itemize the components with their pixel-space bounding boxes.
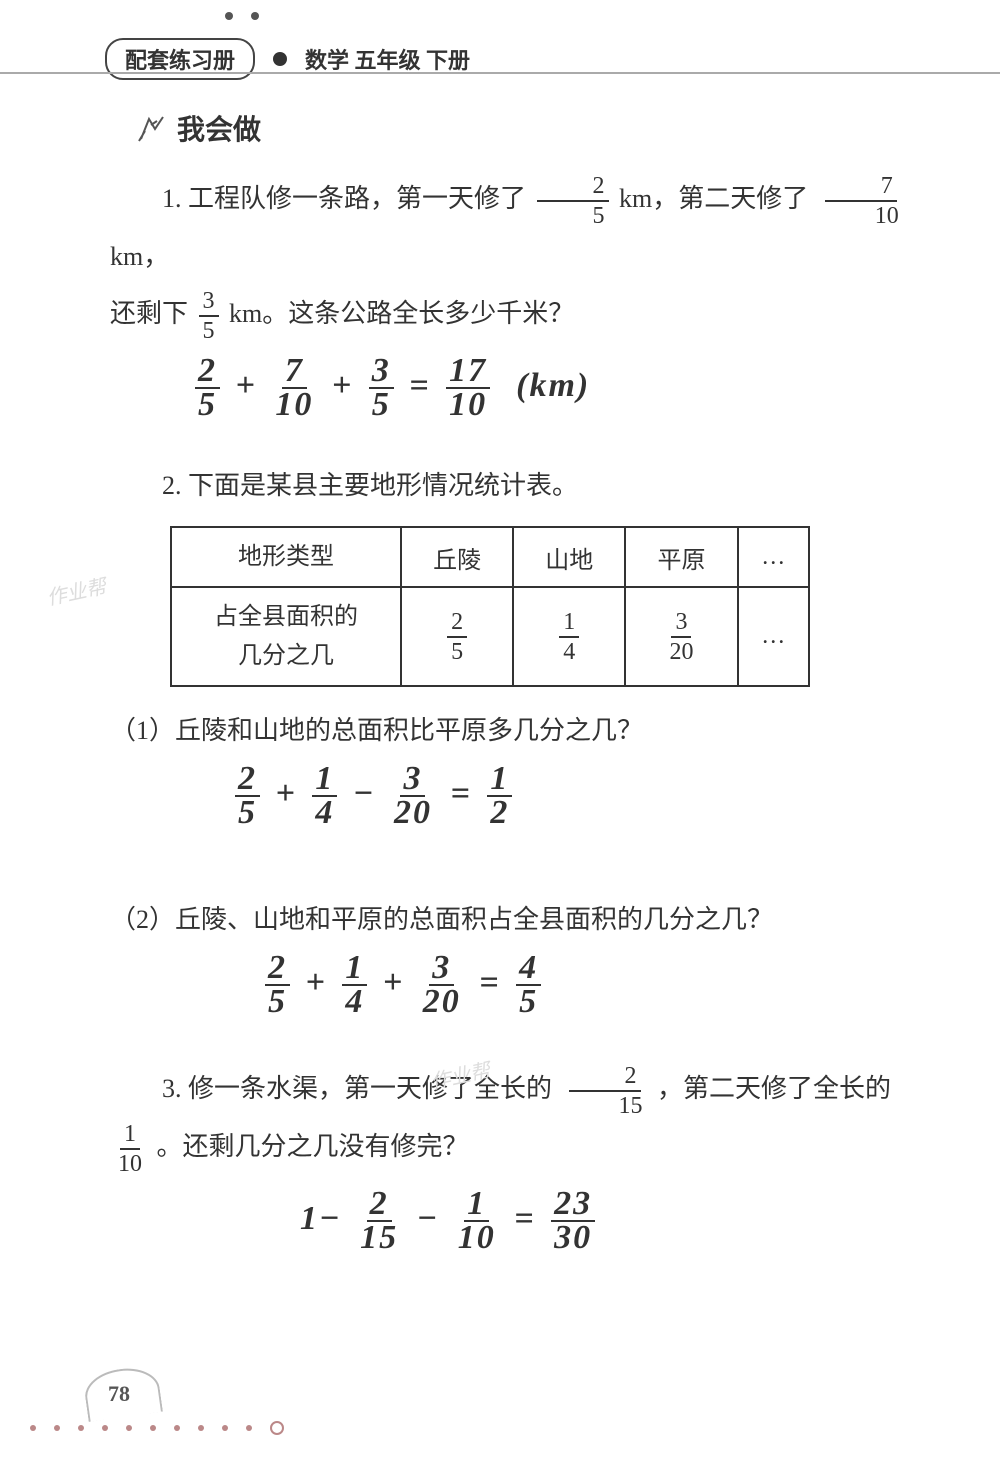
hw-fraction: 215 [357,1188,401,1255]
bottom-decor-dots [30,1425,284,1435]
decor-dot [251,12,259,20]
header-decor-dots [225,12,259,20]
table-cell: 占全县面积的 几分之几 [171,587,401,686]
q3-text: 。还剩几分之几没有修完？ [157,1132,469,1161]
decor-dot [54,1425,60,1431]
q1-line2: 还剩下 35 km。这条公路全长多少千米？ [110,285,960,343]
section-title-text: 我会做 [177,108,261,148]
hw-fraction: 35 [369,355,394,422]
q3-text: ，第二天修了全长的 [657,1074,891,1103]
table-header: 丘陵 [401,527,513,587]
question-1: 1. 工程队修一条路，第一天修了 25 km，第二天修了 710 km， 还剩下… [110,170,960,444]
table-cell: 320 [625,587,737,686]
hw-fraction: 110 [455,1188,499,1255]
q3-text: 3. 修一条水渠，第一天修了全长的 [162,1074,552,1103]
q1-text: km。这条公路全长多少千米？ [229,299,574,328]
page-number: 78 [108,1381,130,1407]
hw-fraction: 710 [272,355,316,422]
question-2: 2. 下面是某县主要地形情况统计表。 地形类型 丘陵 山地 平原 … 占全县面积… [110,460,960,1018]
hw-fraction: 14 [312,763,337,830]
section-icon [135,111,169,145]
hw-fraction: 12 [487,763,512,830]
hw-fraction: 25 [235,763,260,830]
decor-dot [174,1425,180,1431]
q3-line1: 3. 修一条水渠，第一天修了全长的 215 ，第二天修了全长的 [110,1060,960,1118]
table-cell: 25 [401,587,513,686]
fraction: 215 [563,1064,647,1118]
q1-text: 还剩下 [110,299,188,328]
decor-ring-icon [270,1421,284,1435]
decor-dot [225,12,233,20]
table-row: 占全县面积的 几分之几 25 14 320 … [171,587,809,686]
hw-fraction: 25 [195,355,220,422]
section-title: 我会做 [135,108,261,148]
q3-answer: 1− 215 − 110 = 2330 [300,1182,960,1257]
q2-intro: 2. 下面是某县主要地形情况统计表。 [110,460,960,512]
hw-fraction: 320 [420,952,464,1019]
decor-dot [126,1425,132,1431]
terrain-table: 地形类型 丘陵 山地 平原 … 占全县面积的 几分之几 25 14 320 … [170,526,810,687]
hw-fraction: 2330 [551,1188,595,1255]
fraction: 25 [537,174,609,228]
q2-sub2-answer: 25 + 14 + 320 = 45 [260,952,960,1019]
header-dot-icon [273,52,287,66]
fraction: 710 [819,174,903,228]
fraction: 35 [199,289,219,343]
table-header: 平原 [625,527,737,587]
decor-dot [150,1425,156,1431]
subject-label: 数学 五年级 下册 [305,43,470,75]
decor-dot [198,1425,204,1431]
hw-fraction: 320 [391,763,435,830]
table-header: … [738,527,809,587]
hw-fraction: 14 [342,952,367,1019]
table-cell: 14 [513,587,625,686]
table-header: 山地 [513,527,625,587]
fraction: 110 [114,1122,146,1176]
hw-fraction: 45 [516,952,541,1019]
q3-line2: 110 。还剩几分之几没有修完？ [110,1118,960,1176]
decor-dot [246,1425,252,1431]
q1-text: km， [110,242,169,271]
q2-sub1-answer: 25 + 14 − 320 = 12 [230,763,960,830]
table-cell: … [738,587,809,686]
q2-sub1: （1）丘陵和山地的总面积比平原多几分之几？ [110,705,960,757]
q1-text: km，第二天修了 [619,184,808,213]
decor-dot [30,1425,36,1431]
decor-dot [222,1425,228,1431]
q1-text: 1. 工程队修一条路，第一天修了 [162,184,526,213]
q2-sub2: （2）丘陵、山地和平原的总面积占全县面积的几分之几？ [110,894,960,946]
table-header: 地形类型 [171,527,401,587]
q1-line1: 1. 工程队修一条路，第一天修了 25 km，第二天修了 710 km， [110,170,960,285]
watermark: 作业帮 [44,570,109,611]
table-row: 地形类型 丘陵 山地 平原 … [171,527,809,587]
hw-fraction: 1710 [446,355,490,422]
q1-answer: 25 + 710 + 35 = 1710 (km) [190,349,960,424]
q1-ans-unit: (km) [516,367,590,404]
question-3: 3. 修一条水渠，第一天修了全长的 215 ，第二天修了全长的 110 。还剩几… [110,1060,960,1277]
hw-fraction: 25 [265,952,290,1019]
decor-dot [78,1425,84,1431]
decor-dot [102,1425,108,1431]
header-divider [0,72,1000,74]
